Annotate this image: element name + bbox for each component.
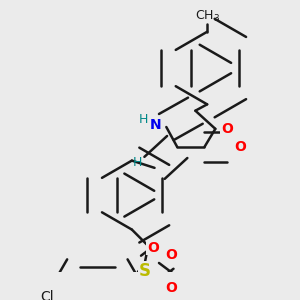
Text: O: O [147,241,159,255]
Text: N: N [149,118,161,132]
Text: O: O [165,248,177,262]
Text: Cl: Cl [40,290,54,300]
Text: H: H [133,156,142,169]
Text: S: S [139,262,151,280]
Text: O: O [221,122,232,136]
Text: O: O [234,140,246,154]
Text: CH$_3$: CH$_3$ [195,9,220,25]
Text: O: O [165,280,177,295]
Text: H: H [139,113,148,126]
